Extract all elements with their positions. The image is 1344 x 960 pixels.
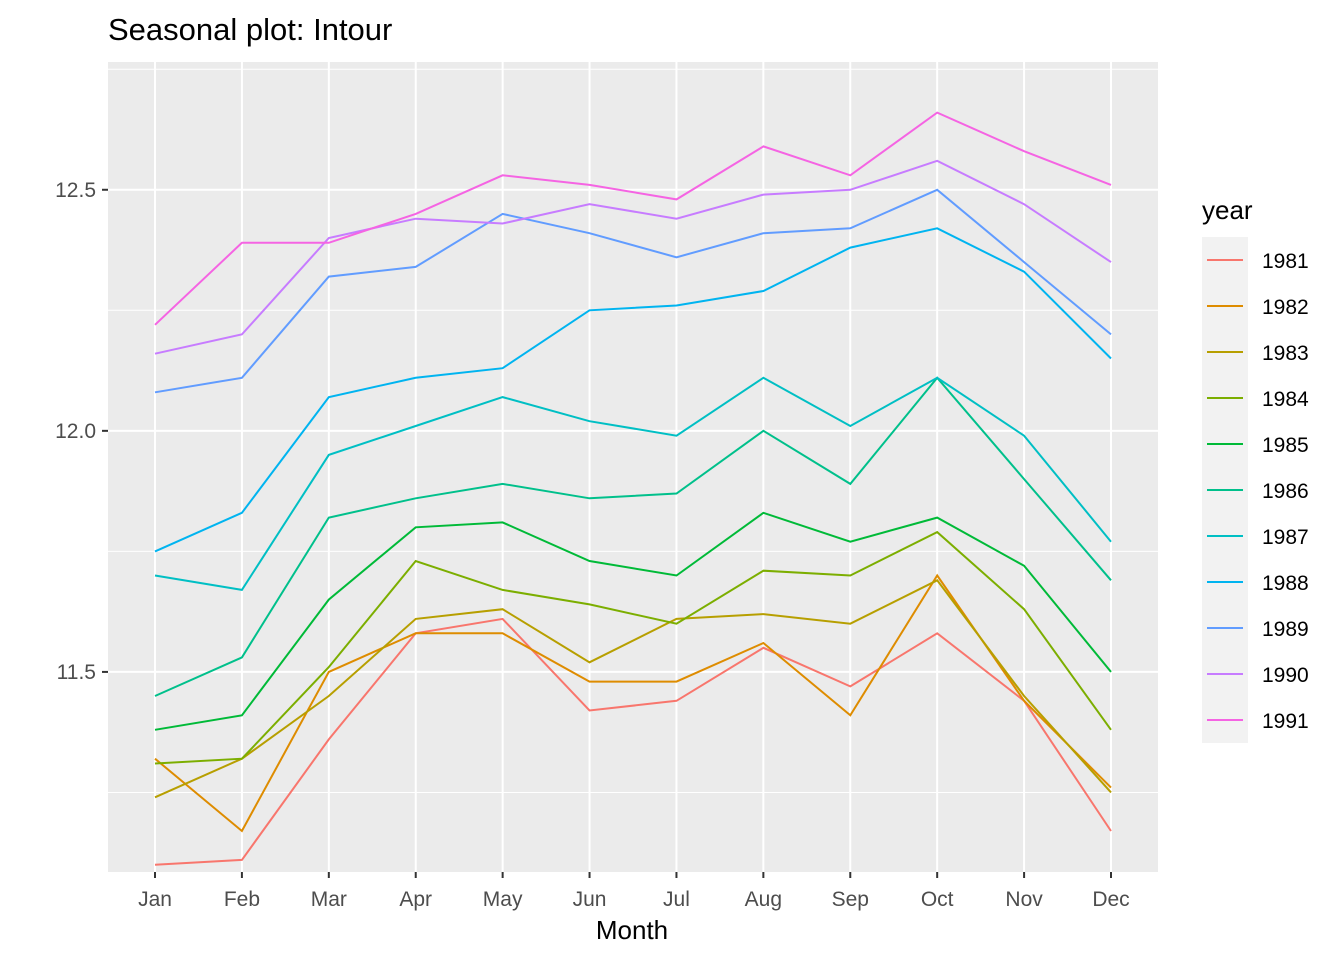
x-tick-label: May xyxy=(483,888,523,911)
series-line-1984 xyxy=(154,530,1112,765)
x-tick-label: Apr xyxy=(399,888,432,911)
series-line-1986 xyxy=(154,376,1112,697)
series-line-1991 xyxy=(154,111,1112,326)
y-tick-label: 12.5 xyxy=(55,179,96,202)
legend: year 1981 1982 1983 1984 1985 1986 1987 1988 198… xyxy=(1202,195,1309,743)
legend-label-1981: 1981 xyxy=(1262,250,1309,273)
x-tick-label: Aug xyxy=(745,888,782,911)
legend-label-1990: 1990 xyxy=(1262,664,1309,687)
chart-title: Seasonal plot: Intour xyxy=(108,12,392,47)
x-tick-label: Oct xyxy=(921,888,954,911)
legend-label-1989: 1989 xyxy=(1262,618,1309,641)
series-lines xyxy=(154,111,1112,866)
legend-label-1985: 1985 xyxy=(1262,434,1309,457)
series-line-1983 xyxy=(154,579,1112,799)
x-tick-label: Nov xyxy=(1005,888,1043,911)
legend-label-1986: 1986 xyxy=(1262,480,1309,503)
legend-label-1991: 1991 xyxy=(1262,710,1309,733)
legend-label-1982: 1982 xyxy=(1262,296,1309,319)
series-line-1990 xyxy=(154,159,1112,355)
x-axis: Jan Feb Mar Apr May Jun Jul Aug Sep Oct Nov Dec xyxy=(138,872,1130,911)
grid-lines xyxy=(108,62,1158,872)
x-axis-title: Month xyxy=(596,915,668,945)
plot-panel xyxy=(108,62,1158,872)
y-axis: 11.5 12.0 12.5 xyxy=(55,179,108,684)
legend-label-1988: 1988 xyxy=(1262,572,1309,595)
legend-label-1984: 1984 xyxy=(1262,388,1309,411)
series-line-1982 xyxy=(154,573,1112,833)
legend-label-1983: 1983 xyxy=(1262,342,1309,365)
series-line-1988 xyxy=(154,227,1112,553)
x-tick-label: Dec xyxy=(1092,888,1129,911)
x-tick-label: Mar xyxy=(311,888,347,911)
series-line-1985 xyxy=(154,511,1112,731)
x-tick-label: Jan xyxy=(138,888,172,911)
series-line-1989 xyxy=(154,188,1112,394)
x-tick-label: Jun xyxy=(573,888,607,911)
y-tick-label: 11.5 xyxy=(57,661,96,684)
series-line-1981 xyxy=(154,617,1112,866)
x-tick-label: Feb xyxy=(224,888,260,911)
y-tick-label: 12.0 xyxy=(55,420,96,443)
legend-title: year xyxy=(1202,195,1253,225)
x-tick-label: Jul xyxy=(663,888,690,911)
series-line-1987 xyxy=(154,376,1112,591)
x-tick-label: Sep xyxy=(832,888,869,911)
legend-label-1987: 1987 xyxy=(1262,526,1309,549)
